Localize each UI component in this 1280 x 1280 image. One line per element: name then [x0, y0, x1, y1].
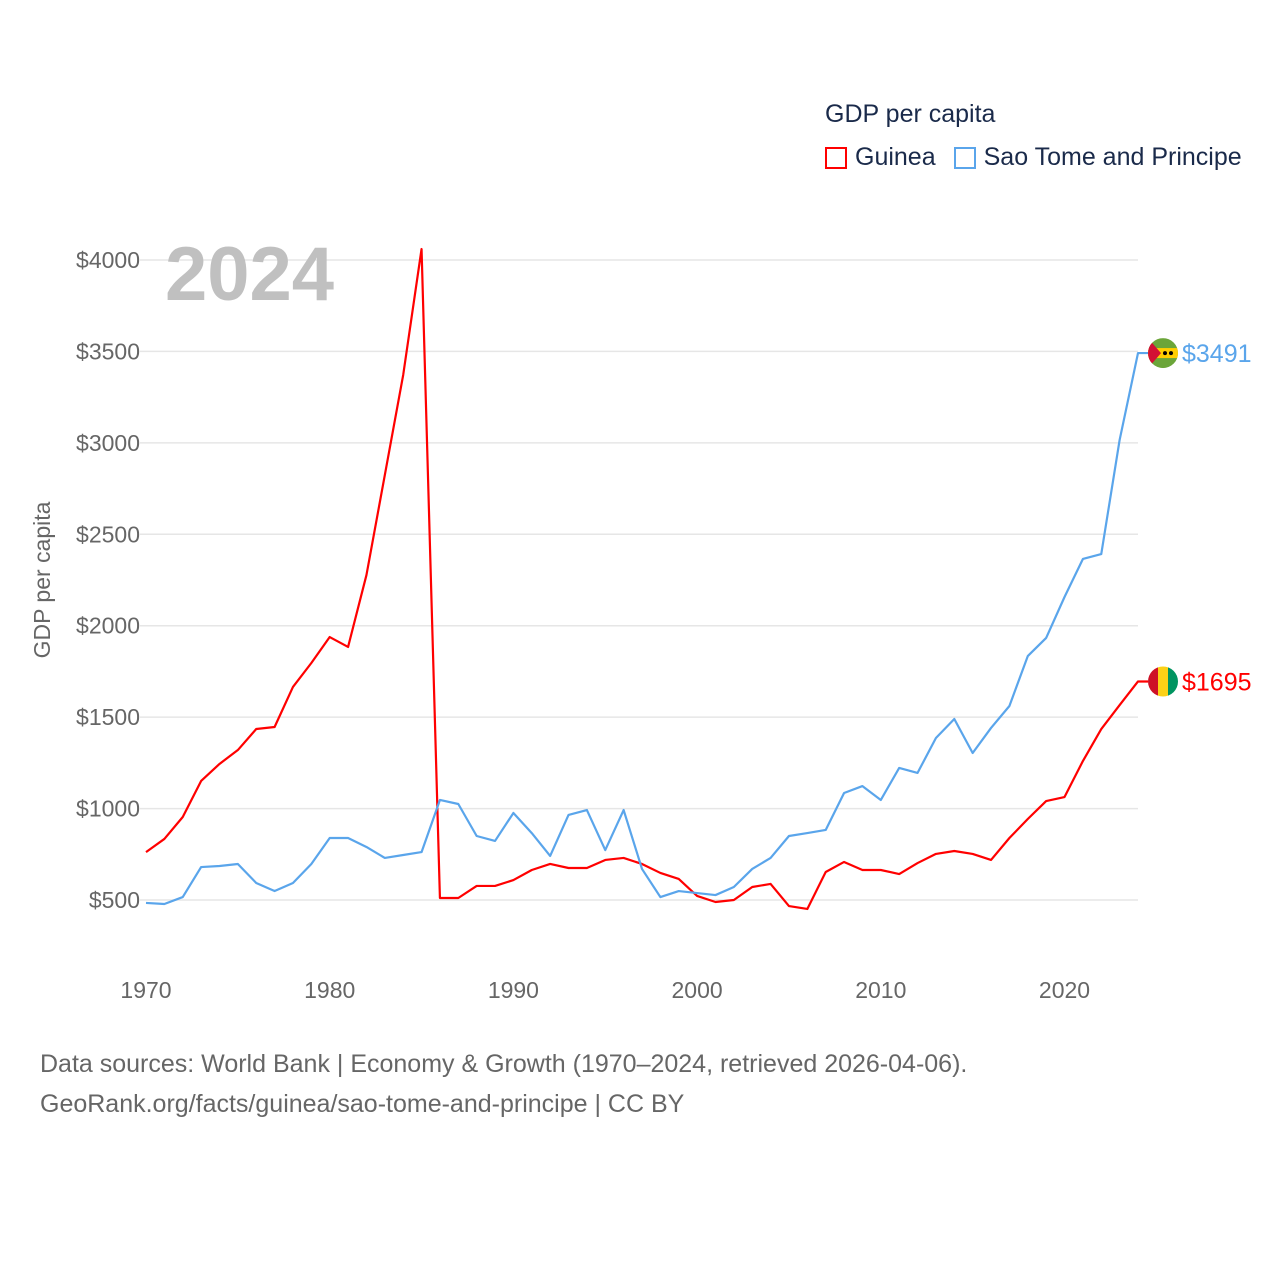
data-source-text: Data sources: World Bank | Economy & Gro… [40, 1050, 968, 1078]
y-tick-label: $1500 [76, 704, 140, 730]
series-line-guinea [145, 247, 1148, 911]
x-tick-label: 1980 [304, 977, 355, 1003]
y-tick-label: $3500 [76, 338, 140, 364]
series-line-sao-tome [145, 351, 1148, 906]
legend: Guinea Sao Tome and Principe [825, 143, 1260, 172]
legend-item-guinea[interactable]: Guinea [825, 143, 936, 172]
y-tick-label: $3000 [76, 430, 140, 456]
legend-swatch-guinea [825, 146, 847, 169]
x-tick-label: 2020 [1039, 977, 1090, 1003]
y-tick-label: $4000 [76, 247, 140, 273]
x-tick-label: 1990 [488, 977, 539, 1003]
legend-label-sao-tome: Sao Tome and Principe [983, 143, 1242, 171]
legend-item-sao-tome[interactable]: Sao Tome and Principe [953, 143, 1242, 172]
legend-label-guinea: Guinea [855, 143, 936, 171]
footer: Data sources: World Bank | Economy & Gro… [40, 1044, 967, 1124]
x-tick-label: 2000 [672, 977, 723, 1003]
year-watermark: 2024 [165, 232, 334, 317]
end-value-label: $3491 [1182, 340, 1252, 368]
x-tick-label: 1970 [120, 977, 171, 1003]
sao-tome-flag-icon [1148, 338, 1178, 369]
legend-title: GDP per capita [825, 100, 996, 128]
x-tick-label: 2010 [855, 977, 906, 1003]
source-url-text[interactable]: GeoRank.org/facts/guinea/sao-tome-and-pr… [40, 1090, 685, 1118]
y-tick-label: $1000 [76, 796, 140, 822]
end-value-label: $1695 [1182, 668, 1252, 696]
guinea-flag-icon [1148, 666, 1178, 697]
y-axis-label: GDP per capita [29, 501, 55, 658]
legend-swatch-sao-tome [953, 146, 976, 169]
y-tick-label: $500 [89, 887, 140, 913]
y-tick-label: $2000 [76, 613, 140, 639]
y-tick-label: $2500 [76, 521, 140, 547]
